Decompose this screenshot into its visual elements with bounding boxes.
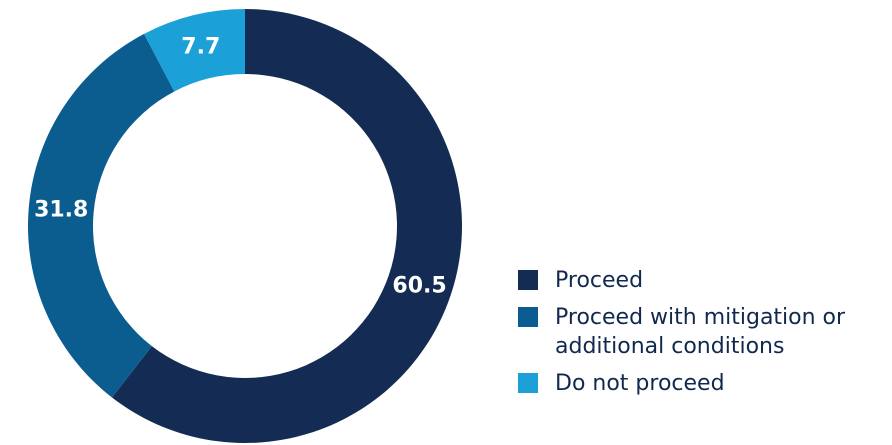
donut-slice-do-not-proceed[interactable]	[144, 9, 245, 92]
donut-slice-proceed[interactable]	[111, 9, 462, 443]
legend-item-proceed-with-mitigation[interactable]: Proceed with mitigation or additional co…	[517, 303, 889, 361]
legend-label-proceed-with-mitigation: Proceed with mitigation or additional co…	[555, 305, 846, 359]
legend-swatch-proceed	[518, 270, 538, 290]
legend-label-do-not-proceed: Do not proceed	[555, 371, 725, 396]
donut-slice-proceed-with-mitigation[interactable]	[27, 33, 175, 398]
legend-label-proceed: Proceed	[555, 268, 644, 293]
legend-item-proceed[interactable]: Proceed	[517, 266, 889, 295]
legend-item-do-not-proceed[interactable]: Do not proceed	[517, 369, 889, 398]
legend-swatch-do-not-proceed	[518, 373, 538, 393]
legend-swatch-proceed-with-mitigation	[518, 307, 538, 327]
slice-label-proceed: 60.5	[392, 273, 446, 298]
legend: Proceed Proceed with mitigation or addit…	[517, 266, 889, 398]
slice-label-proceed-with-mitigation: 31.8	[34, 197, 88, 222]
slice-label-do-not-proceed: 7.7	[181, 34, 220, 59]
